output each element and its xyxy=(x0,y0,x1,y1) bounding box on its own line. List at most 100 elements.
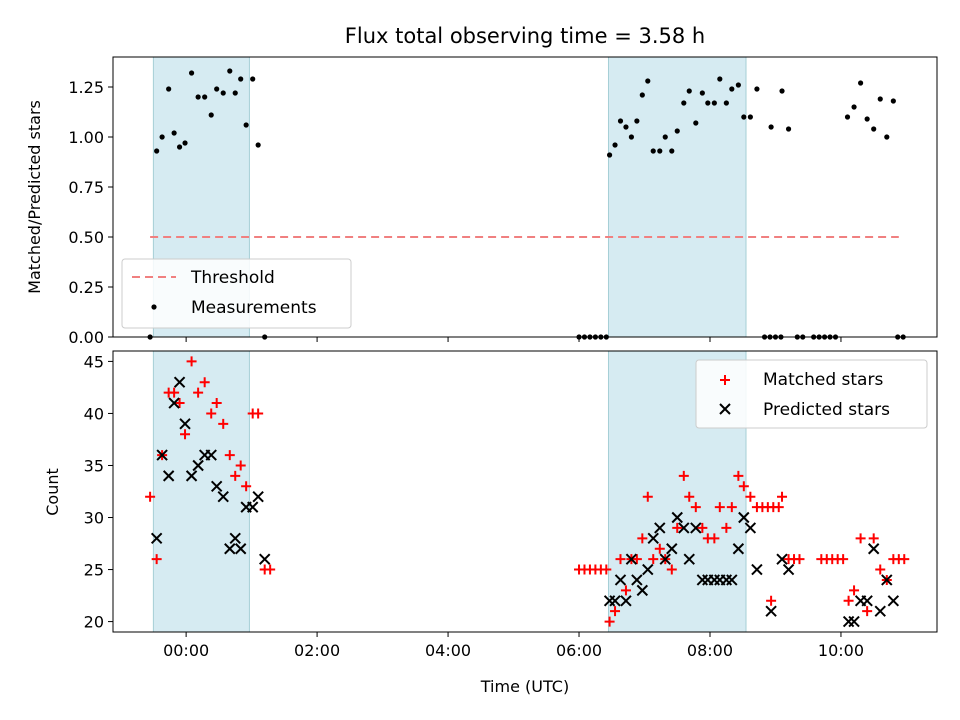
measurement-point xyxy=(864,116,870,122)
predicted-star-point xyxy=(732,543,745,555)
matched-star-point xyxy=(849,585,860,596)
measurement-point xyxy=(871,126,877,132)
measurement-point xyxy=(729,86,735,92)
measurement-point xyxy=(176,144,183,150)
measurement-point xyxy=(723,100,729,106)
measurement-point xyxy=(779,88,785,94)
predicted-star-point xyxy=(156,449,168,461)
legend-label-predicted: Predicted stars xyxy=(763,400,890,420)
matched-star-point xyxy=(218,418,229,429)
y-tick-label: 0.00 xyxy=(68,328,104,347)
x-axis-label: Time (UTC) xyxy=(480,677,569,696)
matched-star-point xyxy=(684,491,695,502)
matched-star-point xyxy=(777,491,788,502)
matched-star-point xyxy=(773,502,784,513)
y-tick-label: 0.25 xyxy=(68,278,104,297)
measurement-point xyxy=(669,148,675,154)
measurement-point xyxy=(686,88,692,94)
measurement-point xyxy=(220,90,226,96)
matched-star-point xyxy=(631,554,642,565)
measurement-point xyxy=(681,100,687,106)
matched-star-point xyxy=(745,491,756,502)
measurement-point xyxy=(255,142,261,148)
predicted-star-point xyxy=(217,490,229,503)
measurement-point xyxy=(639,92,645,98)
predicted-star-point xyxy=(881,574,893,586)
matched-star-point xyxy=(648,554,659,565)
predicted-star-point xyxy=(210,480,223,493)
predicted-star-point xyxy=(625,553,638,565)
measurement-point xyxy=(238,76,244,82)
matched-star-point xyxy=(733,470,744,481)
matched-star-point xyxy=(697,522,708,533)
legend-label-matched: Matched stars xyxy=(763,370,883,390)
measurement-point xyxy=(844,114,851,120)
predicted-star-point xyxy=(636,584,649,597)
measurement-point xyxy=(227,68,233,74)
measurement-point xyxy=(166,86,172,92)
predicted-star-point xyxy=(683,553,695,565)
measurement-point xyxy=(768,124,774,130)
predicted-star-point xyxy=(842,615,855,628)
measurement-point xyxy=(754,86,760,92)
predicted-star-point xyxy=(642,563,654,576)
predicted-star-point xyxy=(666,543,678,555)
matched-star-point xyxy=(843,595,854,606)
predicted-star-point xyxy=(150,532,163,545)
predicted-star-point xyxy=(185,470,198,482)
measurement-point xyxy=(202,94,208,100)
measurement-point xyxy=(657,148,663,154)
matched-star-point xyxy=(620,585,631,596)
matched-star-point xyxy=(224,450,235,461)
matched-star-point xyxy=(199,377,210,388)
matched-star-point xyxy=(726,502,737,513)
measurement-point xyxy=(890,98,896,104)
measurement-point xyxy=(617,118,624,124)
legend-box xyxy=(121,258,352,329)
measurement-point xyxy=(717,76,723,82)
matched-star-point xyxy=(721,522,732,533)
measurement-point xyxy=(606,152,613,158)
matched-star-point xyxy=(714,502,725,513)
predicted-star-point xyxy=(654,522,666,534)
y-tick-label: 45 xyxy=(84,352,104,371)
measurement-point xyxy=(182,140,188,146)
predicted-star-point xyxy=(252,490,264,503)
matched-star-point xyxy=(838,554,849,565)
predicted-star-point xyxy=(671,511,683,524)
matched-star-point xyxy=(604,616,615,627)
measurement-point xyxy=(634,118,640,124)
predicted-star-point xyxy=(744,522,757,534)
predicted-star-point xyxy=(614,574,627,586)
y-tick-label: 30 xyxy=(84,509,104,528)
x-tick-label: 06:00 xyxy=(556,641,602,660)
matched-star-point xyxy=(193,387,204,398)
bottom-panel: 20 25 30 35 40 45 00:00 02:00 04:00 06:00 08:00 10:… xyxy=(84,350,938,660)
measurement-point xyxy=(623,124,629,130)
matched-star-point xyxy=(899,554,910,565)
y-tick-label: 25 xyxy=(84,561,104,580)
measurement-point xyxy=(711,100,717,106)
matched-star-point xyxy=(672,522,683,533)
matched-star-point xyxy=(654,543,665,554)
measurement-point xyxy=(243,122,249,128)
matched-star-point xyxy=(211,398,222,409)
matched-star-point xyxy=(868,533,879,544)
predicted-star-point xyxy=(609,595,621,607)
top-panel: 0.00 0.25 0.50 0.75 1.00 1.25 Threshold Measure… xyxy=(68,56,938,347)
predicted-star-point xyxy=(205,449,217,461)
measurement-point xyxy=(877,96,883,102)
predicted-star-point xyxy=(782,563,795,576)
matched-star-point xyxy=(241,481,252,492)
measurement-point xyxy=(858,80,864,86)
axes-frame xyxy=(112,350,938,633)
measurement-point xyxy=(699,90,705,96)
legend-label-threshold: Threshold xyxy=(190,268,275,288)
measurement-point xyxy=(159,134,165,140)
matched-star-point xyxy=(235,460,246,471)
x-tick-label: 00:00 xyxy=(163,641,209,660)
matched-star-point xyxy=(601,564,612,575)
matched-star-point xyxy=(709,533,720,544)
matched-star-point xyxy=(794,554,805,565)
